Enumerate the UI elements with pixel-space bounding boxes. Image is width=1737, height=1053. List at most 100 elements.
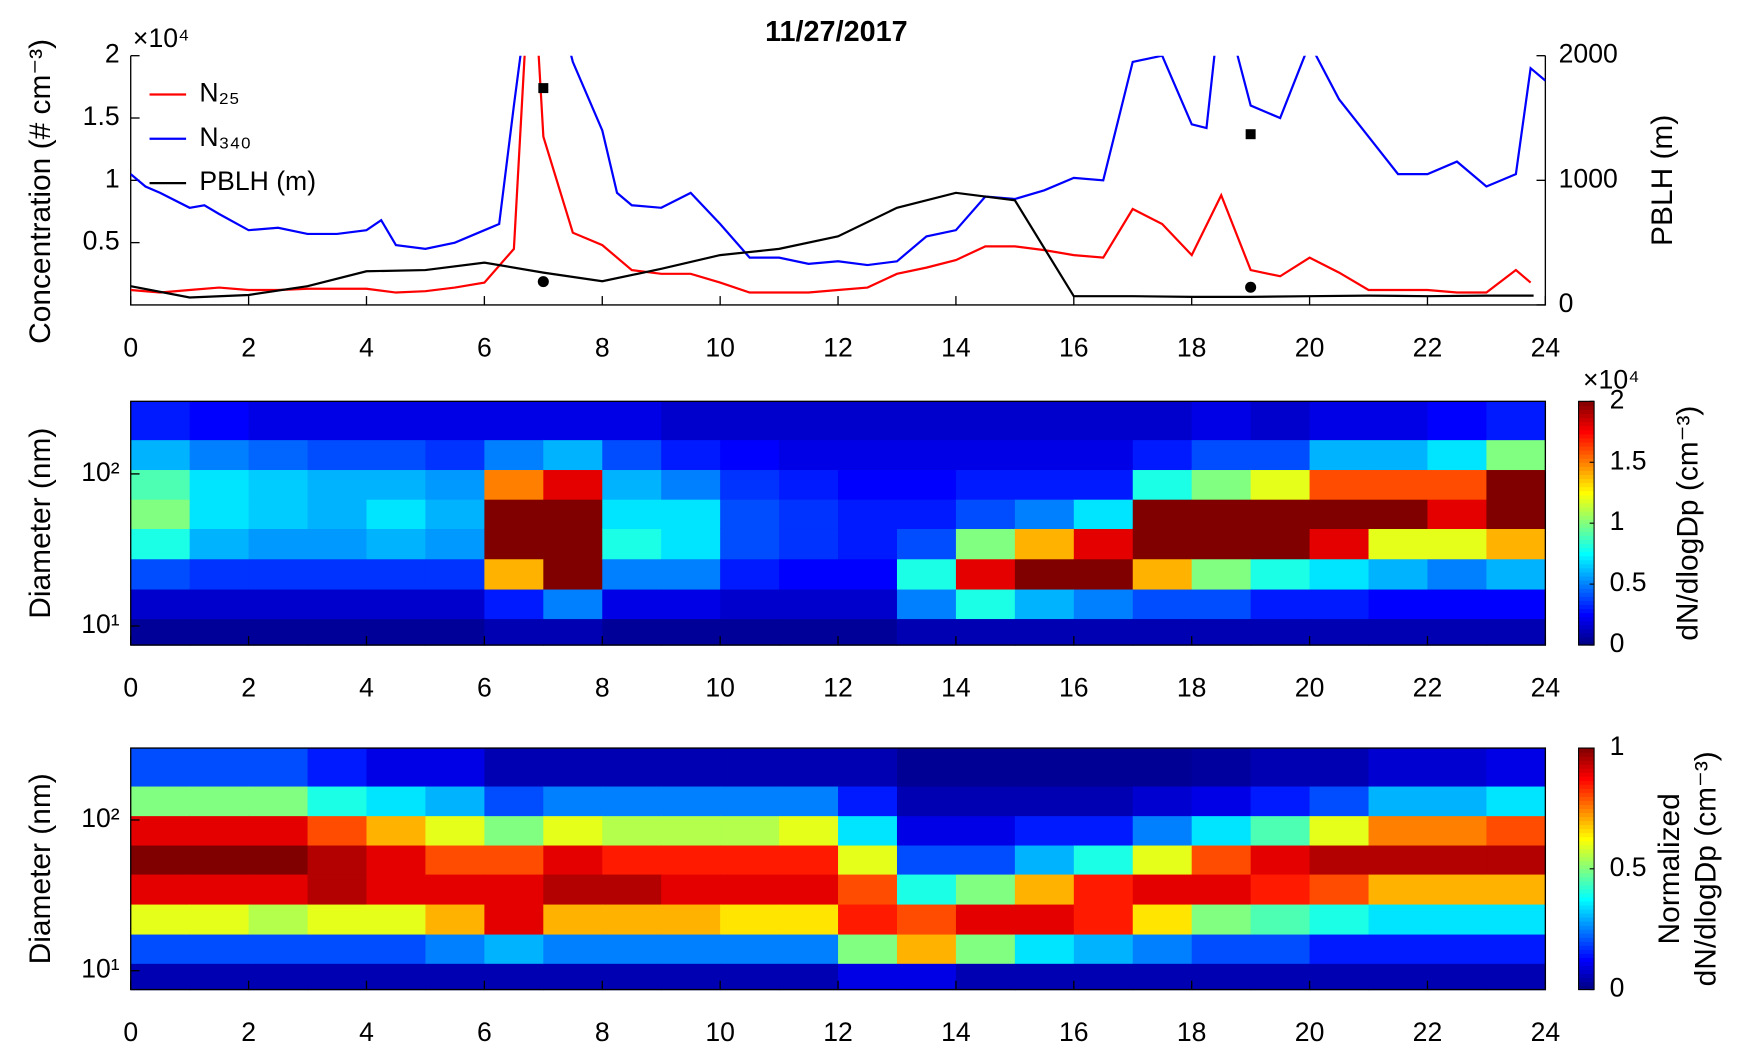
x-tick-label: 20 (1295, 672, 1325, 702)
heatmap-cell (543, 873, 603, 905)
heatmap-cell (661, 499, 721, 529)
heatmap-cell (720, 785, 780, 817)
heatmap-cell (955, 844, 1016, 875)
y-tick-label: 10² (81, 457, 120, 487)
heatmap-cell (896, 528, 957, 560)
heatmap-cell (1073, 618, 1134, 646)
heatmap-cell (1486, 963, 1547, 991)
heatmap-cell (779, 558, 839, 590)
colorbar-segment (1578, 401, 1595, 406)
heatmap-cell (1309, 558, 1370, 590)
colorbar-segment (1578, 555, 1595, 561)
heatmap-cell (543, 469, 603, 500)
heatmap-cell (602, 933, 662, 964)
heatmap-cell (425, 439, 486, 471)
colorbar-segment (1578, 482, 1595, 488)
heatmap-cell (248, 903, 309, 935)
colorbar-segment (1578, 892, 1595, 898)
colorbar-title: Normalized (1653, 793, 1686, 944)
x-tick-label: 16 (1059, 332, 1089, 362)
heatmap-cell (1014, 785, 1075, 817)
x-tick-label: 2 (241, 1017, 256, 1047)
heatmap-cell (661, 618, 721, 646)
colorbar-segment (1578, 580, 1595, 585)
heatmap-cell (602, 748, 662, 787)
heatmap-cell (1486, 528, 1547, 560)
heatmap-cell (1073, 748, 1134, 787)
heatmap-cell (602, 499, 662, 529)
x-tick-label: 0 (123, 672, 138, 702)
heatmap-cell (307, 588, 368, 620)
heatmap-cell (720, 618, 780, 646)
colorbar-segment (1578, 804, 1595, 809)
colorbar-segment (1578, 985, 1595, 991)
heatmap-cell (484, 401, 544, 441)
heatmap-cell (248, 528, 309, 560)
heatmap-cell (661, 588, 721, 620)
series-line (130, 191, 1534, 299)
heatmap-cell (1250, 844, 1311, 875)
heatmap-cell (1309, 873, 1370, 905)
heatmap-cell (1250, 439, 1311, 471)
colorbar-segment (1578, 466, 1595, 471)
legend-label: N₂₅ (199, 77, 239, 107)
heatmap-cell (720, 873, 780, 905)
heatmap-cell (1073, 815, 1134, 846)
colorbar-segment (1578, 905, 1595, 910)
colorbar-segment (1578, 776, 1595, 781)
heatmap-cell (1486, 439, 1547, 471)
heatmap-cell (1191, 401, 1252, 441)
heatmap-cell (1309, 903, 1370, 935)
heatmap-cell (307, 844, 368, 875)
heatmap-cell (248, 815, 309, 846)
colorbar-segment (1578, 490, 1595, 496)
heatmap-cell (1014, 844, 1075, 875)
marker-circle (537, 276, 549, 288)
colorbar-segment (1578, 812, 1595, 818)
heatmap-cell (1132, 499, 1193, 529)
heatmap-cell (307, 439, 368, 471)
heatmap-cell (425, 748, 486, 787)
heatmap-cell (425, 815, 486, 846)
heatmap-cell (1073, 528, 1134, 560)
heatmap-cell (1250, 499, 1311, 529)
heatmap-cell (189, 785, 250, 817)
heatmap-cell (896, 963, 957, 991)
heatmap-cell (307, 903, 368, 935)
heatmap-cell (248, 499, 309, 529)
colorbar-segment (1578, 515, 1595, 520)
colorbar-segment (1578, 502, 1595, 508)
heatmap-cell (602, 401, 662, 441)
heatmap-cell (248, 439, 309, 471)
heatmap-cell (838, 933, 898, 964)
heatmap-cell (779, 401, 839, 441)
heatmap-cell (1073, 439, 1134, 471)
heatmap-cell (366, 558, 427, 590)
heatmap-cell (484, 963, 544, 991)
heatmap-cell (248, 558, 309, 590)
heatmap-cell (720, 439, 780, 471)
colorbar-segment (1578, 820, 1595, 826)
heatmap-cell (248, 588, 309, 620)
colorbar-tick-label: 1 (1610, 506, 1625, 536)
heatmap-cell (130, 558, 191, 590)
heatmap-cell (425, 469, 486, 500)
heatmap-cell (1014, 933, 1075, 964)
colorbar-tick-label: 0 (1610, 628, 1625, 658)
heatmap-cell (366, 439, 427, 471)
heatmap-cell (484, 469, 544, 500)
heatmap-cell (955, 528, 1016, 560)
colorbar-segment (1578, 925, 1595, 930)
heatmap-cell (1427, 401, 1488, 441)
heatmap-cell (1427, 558, 1488, 590)
colorbar-segment (1578, 848, 1595, 854)
colorbar-segment (1578, 965, 1595, 970)
heatmap-cell (1250, 469, 1311, 500)
heatmap-cell (307, 528, 368, 560)
heatmap-cell (189, 588, 250, 620)
heatmap-cell (955, 499, 1016, 529)
heatmap-cell (779, 933, 839, 964)
heatmap-cell (1073, 933, 1134, 964)
colorbar-segment (1578, 640, 1595, 646)
